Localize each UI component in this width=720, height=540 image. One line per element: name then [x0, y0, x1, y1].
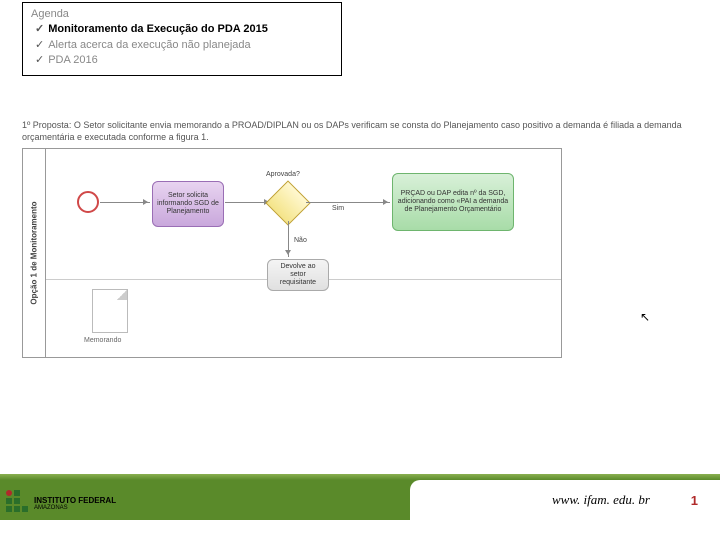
flow-arrow	[306, 202, 390, 203]
task-devolve: Devolve ao setor requisitante	[267, 259, 329, 291]
check-icon: ✓	[35, 39, 44, 51]
cursor-icon: ↖	[640, 310, 650, 324]
task-solicita: Setor solicita informando SGD de Planeja…	[152, 181, 224, 227]
footer-url: www. ifam. edu. br	[552, 492, 650, 508]
agenda-title: Agenda	[31, 7, 333, 22]
logo-text: INSTITUTO FEDERAL AMAZONAS	[34, 497, 116, 511]
agenda-item-1: ✓Alerta acerca da execução não planejada	[31, 38, 333, 53]
logo-mark-icon	[6, 490, 30, 518]
bpmn-diagram: Opção 1 de Monitoramento Setor solicita …	[22, 148, 562, 358]
gateway-label: Aprovada?	[266, 171, 300, 178]
document-label: Memorando	[84, 337, 121, 344]
flow-arrow	[288, 221, 289, 257]
gateway-icon	[265, 180, 310, 225]
lane-label: Opção 1 de Monitoramento	[22, 149, 46, 357]
task-edita: PRÇAD ou DAP edita nº da SGD, adicionand…	[392, 173, 514, 231]
edge-yes: Sim	[332, 205, 344, 212]
start-event-icon	[77, 191, 99, 213]
institute-logo: INSTITUTO FEDERAL AMAZONAS	[6, 490, 116, 518]
agenda-box: Agenda ✓Monitoramento da Execução do PDA…	[22, 2, 342, 76]
check-icon: ✓	[35, 23, 44, 35]
check-icon: ✓	[35, 54, 44, 66]
proposta-text: 1º Proposta: O Setor solicitante envia m…	[22, 120, 710, 143]
agenda-item-2: ✓PDA 2016	[31, 53, 333, 68]
edge-no: Não	[294, 237, 307, 244]
agenda-item-0: ✓Monitoramento da Execução do PDA 2015	[31, 22, 333, 37]
page-number: 1	[691, 493, 698, 508]
document-icon	[92, 289, 128, 333]
flow-arrow	[100, 202, 150, 203]
